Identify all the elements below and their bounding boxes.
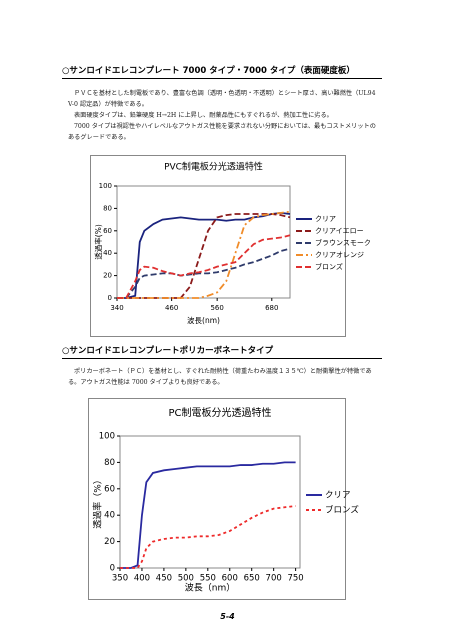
x-tick-label: 550 [200,574,216,584]
y-axis-label: 透過率（%） [92,475,104,529]
x-tick-label: 750 [287,574,303,584]
chart-title: PVC制電板分光透過特性 [164,161,263,173]
legend-label: ブロンズ [315,262,343,271]
paragraph: ポリカーボネート（ＰＣ）を基材とし、すぐれた耐熱性（荷重たわみ温度１３５℃）と耐… [68,368,372,386]
y-tick-label: 100 [99,432,115,442]
paragraph: 表面硬度タイプは、鉛筆硬度 H→2H に上昇し、耐薬品性にもすぐれるが、熱加工性… [74,112,333,119]
x-tick-label: 400 [134,574,150,584]
legend-label: ブラウンスモーク [315,238,371,247]
x-tick-label: 680 [265,304,278,312]
legend-label: クリア [315,215,336,223]
data-line [120,505,296,569]
chart: PC制電板分光透過特性 0 20 40 60 80 100 350 400 450 500 550 60… [88,398,359,600]
y-axis-label: 透過率(%) [93,224,103,260]
y-tick-label: 60 [103,227,112,235]
chart-title: PC制電板分光透過特性 [168,406,271,419]
legend-label: クリアオレンジ [315,251,364,259]
section-text: ＰＶＣを基材とした制電板であり、豊富な色調（透明・色透明・不透明）とシート厚さ、… [68,88,378,143]
x-tick-label: 650 [244,574,260,584]
x-tick-label: 600 [222,574,238,584]
plot-area [119,435,301,569]
section-heading: ○サンロイドエレコンプレートポリカーボネートタイプ [62,344,382,359]
data-line [117,247,291,299]
y-tick-label: 80 [104,458,115,468]
data-line [120,461,296,569]
plot-area [116,185,291,299]
page-number: 5-4 [220,612,235,621]
chart: PVC制電板分光透過特性 0 20 40 60 80 100 340 460 560 680 波長(n… [90,155,371,337]
y-tick-label: 40 [103,249,112,257]
section-text: ポリカーボネート（ＰＣ）を基材とし、すぐれた耐熱性（荷重たわみ温度１３５℃）と耐… [68,366,378,388]
y-tick-label: 40 [104,511,115,521]
y-tick-label: 0 [110,564,115,574]
x-tick-label: 340 [110,304,123,312]
x-tick-label: 450 [156,574,172,584]
y-tick-label: 80 [103,204,112,212]
paragraph: 7000 タイプは視認性やハイレベルなアウトガス性能を要求されない分野においては… [68,123,376,141]
y-tick-label: 20 [103,272,112,280]
data-line [117,210,291,299]
x-tick-label: 460 [165,304,178,312]
x-tick-label: 350 [112,574,128,584]
paragraph: ＰＶＣを基材とした制電板であり、豊富な色調（透明・色透明・不透明）とシート厚さ、… [68,90,376,108]
x-tick-label: 500 [178,574,194,584]
legend-label: ブロンズ [325,505,359,516]
x-axis-label: 波長（nm） [185,582,235,594]
data-line [117,234,291,299]
data-line [117,211,291,299]
legend-label: クリア [325,491,351,501]
x-tick-label: 560 [210,304,223,312]
y-tick-label: 100 [99,182,112,190]
y-tick-label: 20 [104,537,115,547]
x-axis-label: 波長(nm) [187,315,220,325]
y-tick-label: 0 [108,294,112,302]
y-tick-label: 60 [104,484,115,494]
section-heading: ○サンロイドエレコンプレート 7000 タイプ・7000 タイプ（表面硬度板） [62,64,382,79]
x-tick-label: 700 [266,574,282,584]
legend-label: クリアイエロー [315,227,364,235]
